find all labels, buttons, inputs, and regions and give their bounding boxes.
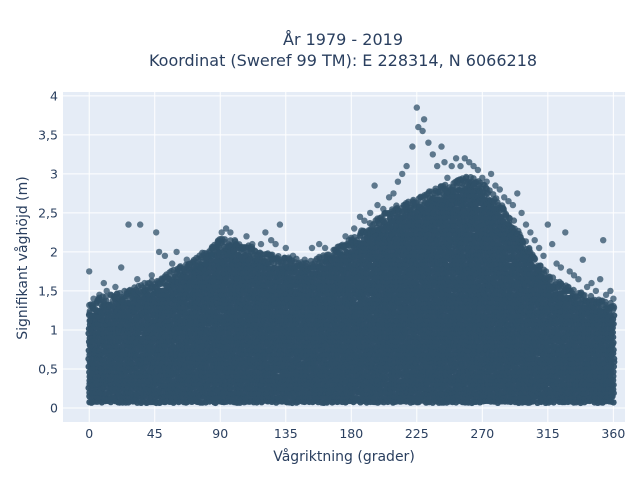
data-points: [85, 104, 618, 407]
chart-title-line-1: År 1979 - 2019: [283, 30, 403, 49]
data-point: [221, 236, 228, 243]
chart-title-line-2: Koordinat (Sweref 99 TM): E 228314, N 60…: [149, 51, 537, 70]
